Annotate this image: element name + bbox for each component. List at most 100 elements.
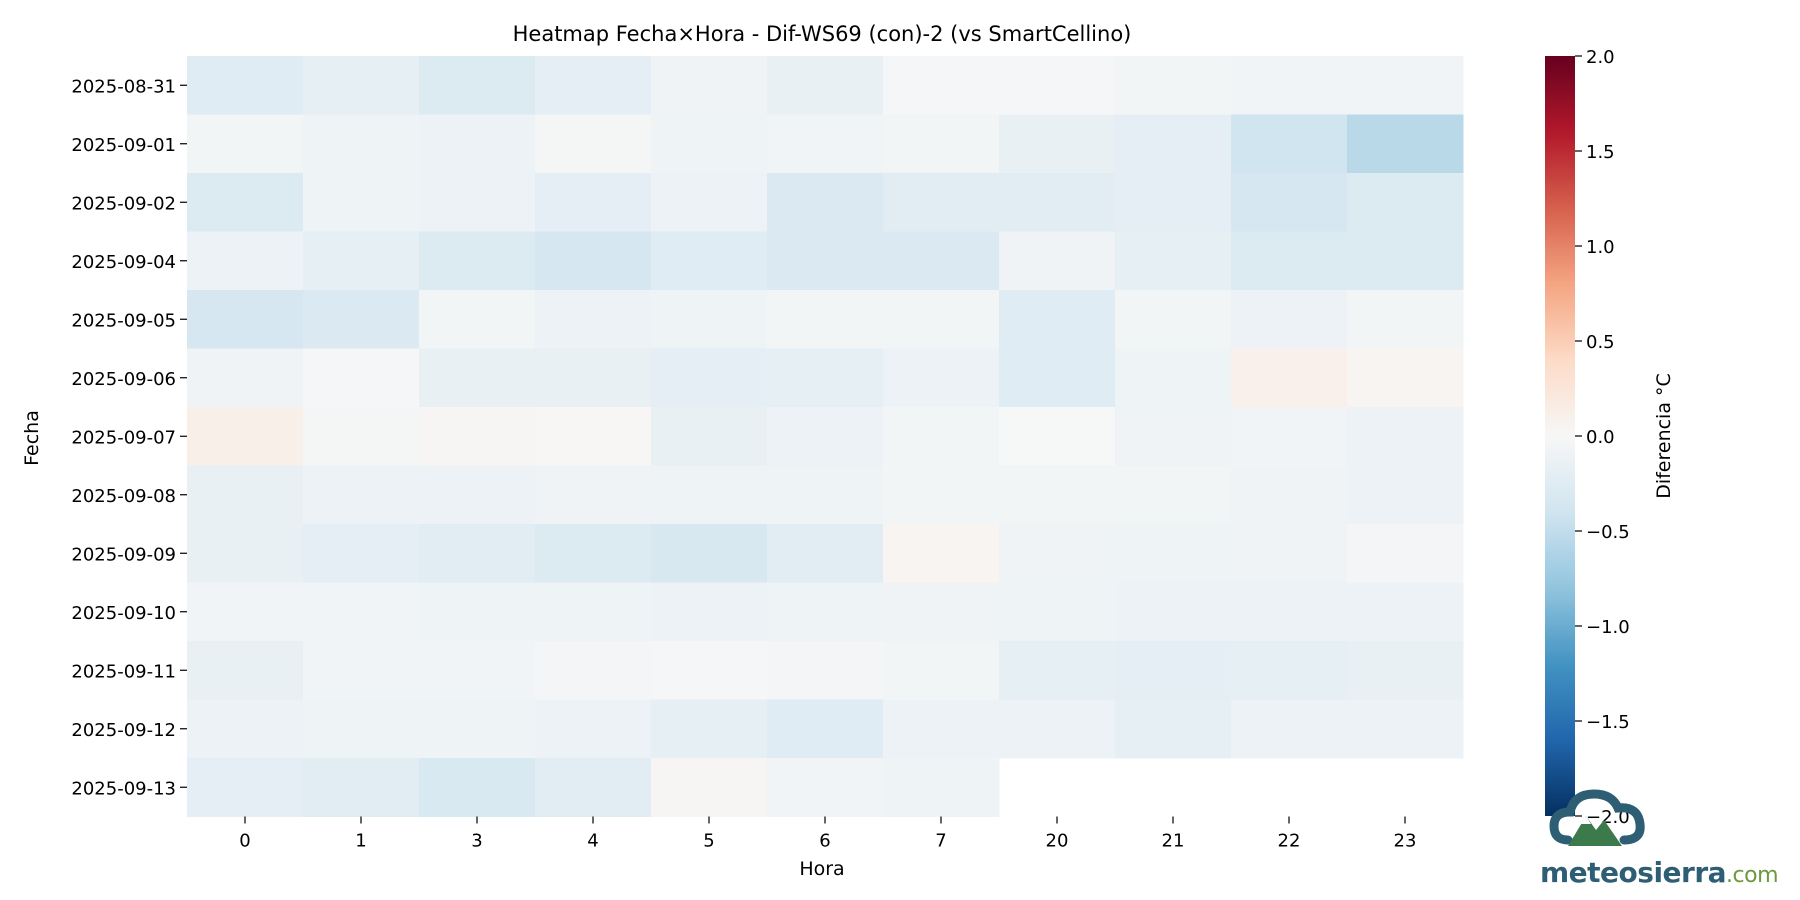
heatmap-cell: [187, 699, 304, 759]
heatmap-cell: [187, 641, 304, 700]
heatmap-cell: [999, 114, 1116, 174]
colorbar-ticks: 2.01.51.00.50.0−0.5−1.0−1.5−2.0: [1575, 47, 1630, 828]
heatmap-cell: [883, 758, 1000, 817]
y-tick-label: 2025-08-31: [71, 76, 176, 97]
heatmap-cell: [419, 290, 536, 349]
heatmap-cell: [1115, 348, 1232, 408]
heatmap-cell: [419, 407, 536, 466]
heatmap-cell: [883, 641, 1000, 700]
y-tick-label: 2025-09-12: [71, 720, 176, 741]
heatmap-cell: [651, 465, 768, 525]
heatmap-cell: [535, 524, 652, 583]
heatmap-cell: [1115, 114, 1232, 174]
heatmap-cell: [883, 348, 1000, 408]
heatmap-cell: [419, 465, 536, 525]
heatmap-cell: [1231, 56, 1348, 115]
heatmap-cell: [999, 699, 1116, 759]
heatmap-cell: [1115, 231, 1232, 291]
heatmap-cell: [767, 114, 884, 174]
colorbar-tick-label: 1.0: [1586, 237, 1615, 258]
heatmap-cell: [535, 582, 652, 642]
colorbar-label: Diferencia °C: [1653, 373, 1675, 499]
y-tick-label: 2025-09-09: [71, 544, 176, 565]
heatmap-cell: [1231, 582, 1348, 642]
cloud-mountain-icon: [1549, 789, 1645, 846]
heatmap-cell: [1231, 231, 1348, 291]
y-tick-label: 2025-09-01: [71, 135, 176, 156]
heatmap-cell: [535, 56, 652, 115]
heatmap-cell: [1115, 290, 1232, 349]
heatmap-cell: [651, 290, 768, 349]
heatmap-cell: [187, 407, 304, 466]
logo-name: meteosierra: [1540, 856, 1727, 889]
x-tick-label: 23: [1394, 831, 1417, 852]
heatmap-cell: [535, 290, 652, 349]
heatmap-cell: [767, 641, 884, 700]
heatmap-cell: [651, 582, 768, 642]
heatmap-cell: [535, 114, 652, 174]
x-tick-label: 6: [819, 831, 830, 852]
heatmap-cell: [303, 173, 420, 232]
heatmap-cell: [187, 173, 304, 232]
heatmap-cell: [1231, 407, 1348, 466]
heatmap-cell: [535, 231, 652, 291]
y-tick-label: 2025-09-13: [71, 778, 176, 799]
heatmap-cell: [187, 465, 304, 525]
heatmap-cell: [767, 465, 884, 525]
heatmap-cell: [187, 231, 304, 291]
heatmap-cell: [651, 524, 768, 583]
heatmap-cell: [1231, 699, 1348, 759]
heatmap-cell: [883, 231, 1000, 291]
heatmap-cell: [419, 56, 536, 115]
y-tick-label: 2025-09-07: [71, 427, 176, 448]
heatmap-cell: [419, 173, 536, 232]
heatmap-cell: [187, 56, 304, 115]
heatmap-cell: [1231, 290, 1348, 349]
heatmap-cell: [419, 231, 536, 291]
heatmap-cell: [999, 407, 1116, 466]
x-tick-label: 3: [471, 831, 482, 852]
heatmap-cell: [651, 114, 768, 174]
x-axis-ticks: 0 1 3 4 5 6 7 20 21 22 23: [239, 816, 1417, 852]
x-axis-label: Hora: [799, 858, 844, 880]
heatmap-cell: [1231, 348, 1348, 408]
heatmap-cell: [303, 231, 420, 291]
x-tick-label: 1: [355, 831, 366, 852]
x-tick-label: 5: [703, 831, 714, 852]
heatmap-cell: [303, 407, 420, 466]
heatmap-cell: [651, 407, 768, 466]
heatmap-cell: [767, 582, 884, 642]
heatmap-cell: [651, 173, 768, 232]
heatmap-cell: [767, 173, 884, 232]
heatmap-cell: [999, 290, 1116, 349]
y-axis-label: Fecha: [21, 410, 43, 466]
heatmap-cells: [187, 56, 1464, 817]
heatmap-cell: [999, 582, 1116, 642]
heatmap-cell: [303, 641, 420, 700]
heatmap-cell: [535, 348, 652, 408]
y-tick-label: 2025-09-08: [71, 486, 176, 507]
heatmap-cell: [767, 290, 884, 349]
heatmap-cell: [1347, 465, 1464, 525]
heatmap-cell: [303, 524, 420, 583]
heatmap-cell: [1347, 231, 1464, 291]
y-tick-label: 2025-09-05: [71, 310, 176, 331]
heatmap-cell: [1347, 524, 1464, 583]
heatmap-cell: [1347, 56, 1464, 115]
heatmap-cell: [303, 114, 420, 174]
heatmap-cell: [999, 231, 1116, 291]
heatmap-cell: [303, 290, 420, 349]
heatmap-cell: [303, 56, 420, 115]
heatmap-cell: [883, 524, 1000, 583]
x-tick-label: 22: [1278, 831, 1301, 852]
heatmap-cell: [999, 56, 1116, 115]
heatmap-cell: [651, 758, 768, 817]
heatmap-cell: [651, 641, 768, 700]
colorbar-tick-label: 2.0: [1586, 47, 1615, 68]
heatmap-cell: [767, 348, 884, 408]
heatmap-cell: [767, 56, 884, 115]
heatmap-cell: [1231, 114, 1348, 174]
heatmap-cell: [1115, 407, 1232, 466]
heatmap-cell: [419, 641, 536, 700]
y-tick-label: 2025-09-02: [71, 193, 176, 214]
